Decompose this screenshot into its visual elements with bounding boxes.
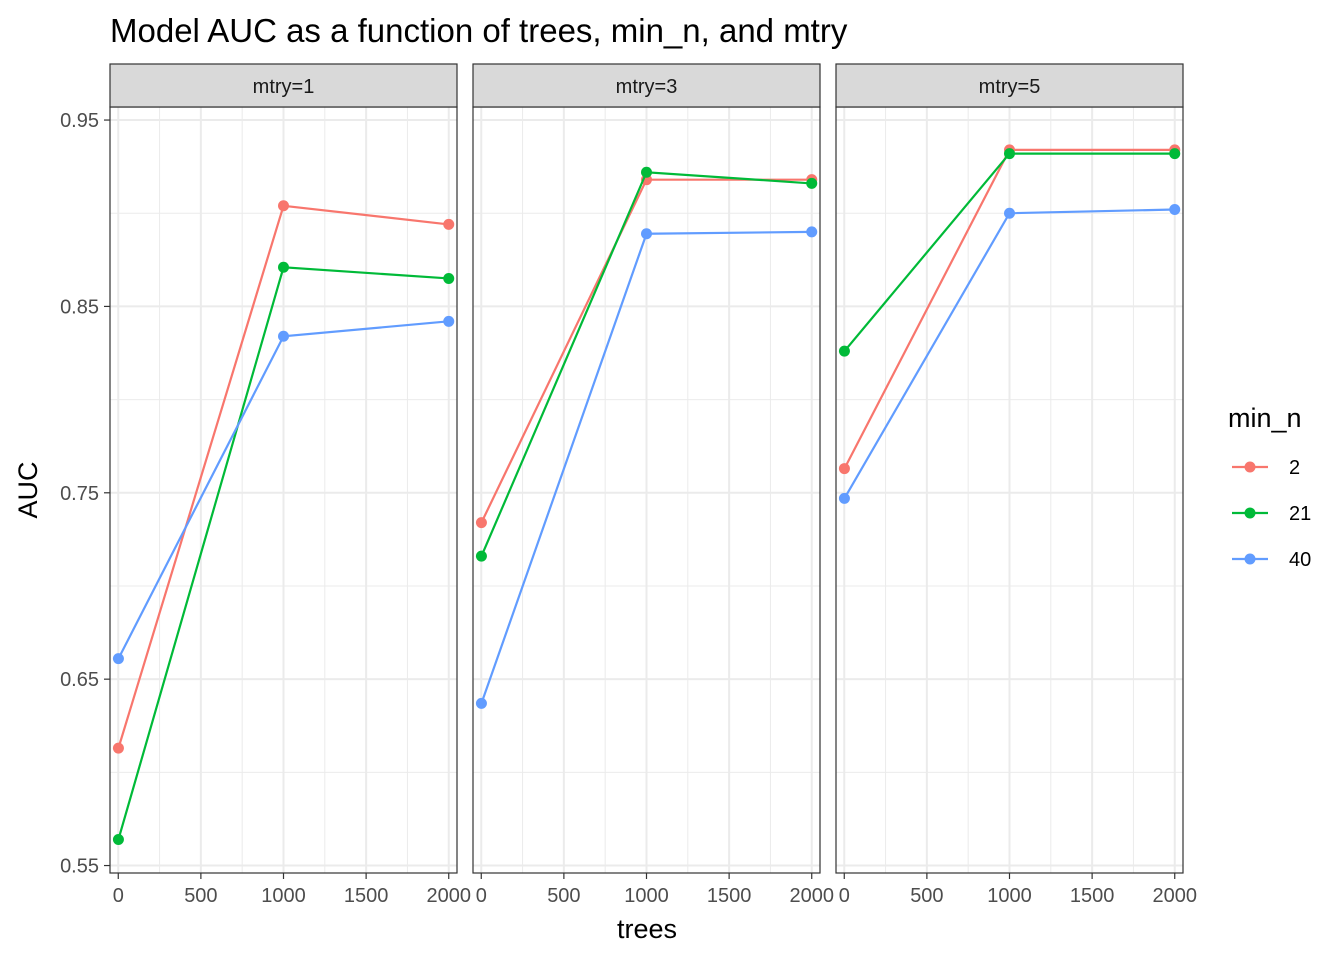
- data-point: [1169, 148, 1181, 160]
- x-tick-label: 2000: [789, 885, 834, 907]
- data-point: [112, 833, 124, 845]
- legend-key-point: [1244, 507, 1256, 519]
- legend-item: 2: [1232, 457, 1300, 479]
- facet-strip-label: mtry=1: [253, 76, 315, 98]
- data-point: [278, 200, 289, 212]
- x-tick-label: 1000: [261, 885, 306, 907]
- data-point: [475, 517, 487, 529]
- x-tick-label: 500: [184, 885, 217, 907]
- y-tick-label: 0.95: [60, 110, 99, 132]
- data-point: [641, 166, 652, 178]
- data-point: [806, 177, 818, 189]
- x-tick-label: 500: [547, 885, 580, 907]
- x-tick-label: 500: [910, 885, 943, 907]
- x-tick-label: 2000: [426, 885, 471, 907]
- legend: min_n 2 21 40: [1228, 403, 1311, 571]
- data-point: [1004, 148, 1015, 160]
- facet-panels: mtry=1 0 500 1000 1500 2000 mtry=3 0 500 1000 1500…: [60, 63, 1197, 907]
- legend-key-point: [1244, 553, 1256, 565]
- legend-label: 21: [1289, 503, 1311, 525]
- data-point: [838, 463, 850, 475]
- y-tick-label: 0.85: [60, 296, 99, 318]
- data-point: [443, 218, 455, 230]
- legend-label: 40: [1289, 549, 1311, 571]
- data-point: [641, 228, 652, 240]
- x-axis-title: trees: [617, 914, 677, 944]
- facet-strip-label: mtry=5: [979, 76, 1041, 98]
- data-point: [1004, 207, 1015, 219]
- x-tick-label: 1000: [624, 885, 669, 907]
- facet-strip-label: mtry=3: [616, 76, 678, 98]
- facet-strip: [109, 63, 458, 108]
- x-tick-label: 1500: [344, 885, 389, 907]
- facet-strip: [472, 63, 821, 108]
- data-point: [838, 492, 850, 504]
- data-point: [475, 550, 487, 562]
- x-tick-label: 0: [839, 885, 850, 907]
- y-tick-label: 0.75: [60, 483, 99, 505]
- x-tick-label: 1500: [707, 885, 752, 907]
- facet-panel: mtry=5 0 500 1000 1500 2000: [835, 63, 1197, 907]
- x-tick-label: 1000: [987, 885, 1032, 907]
- data-point: [838, 345, 850, 357]
- legend-title: min_n: [1228, 403, 1302, 433]
- x-tick-label: 2000: [1152, 885, 1197, 907]
- y-tick-label: 0.55: [60, 856, 99, 878]
- y-axis-title: AUC: [13, 461, 43, 518]
- data-point: [112, 742, 124, 754]
- data-point: [475, 697, 487, 709]
- legend-item: 21: [1232, 503, 1311, 525]
- data-point: [278, 330, 289, 342]
- data-point: [278, 261, 289, 273]
- x-tick-label: 0: [476, 885, 487, 907]
- data-point: [443, 272, 455, 284]
- facet-panel: mtry=1 0 500 1000 1500 2000: [109, 63, 471, 907]
- data-point: [443, 315, 455, 327]
- data-point: [112, 653, 124, 665]
- y-tick-label: 0.65: [60, 669, 99, 691]
- facet-panel: mtry=3 0 500 1000 1500 2000: [472, 63, 834, 907]
- facet-strip: [835, 63, 1184, 108]
- legend-item: 40: [1232, 549, 1311, 571]
- data-point: [1169, 204, 1181, 216]
- legend-label: 2: [1289, 457, 1300, 479]
- legend-key-point: [1244, 461, 1256, 473]
- x-tick-label: 0: [113, 885, 124, 907]
- x-tick-label: 1500: [1070, 885, 1115, 907]
- data-point: [806, 226, 818, 238]
- chart-title: Model AUC as a function of trees, min_n,…: [110, 12, 848, 49]
